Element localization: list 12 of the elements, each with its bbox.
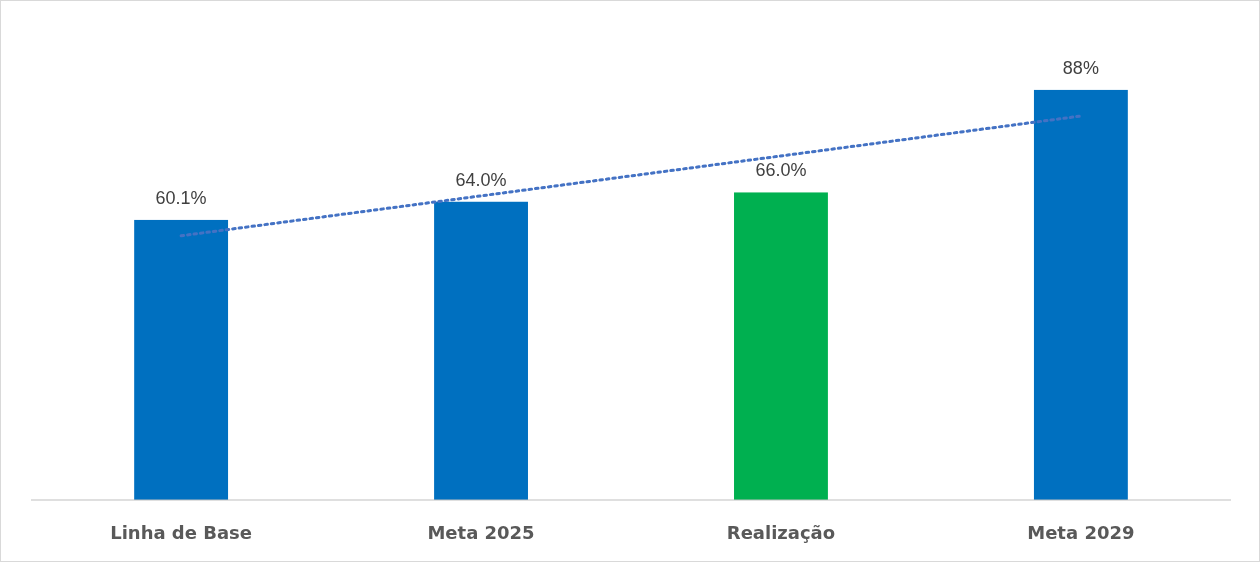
x-tick-label: Realização bbox=[726, 522, 836, 543]
data-label: 88% bbox=[1062, 57, 1099, 78]
x-tick-label: Linha de Base bbox=[110, 522, 253, 543]
x-tick-label: Meta 2025 bbox=[427, 522, 535, 543]
data-label: 64.0% bbox=[455, 169, 507, 190]
bar bbox=[734, 192, 828, 500]
x-tick-label: Meta 2029 bbox=[1027, 522, 1135, 543]
data-label: 66.0% bbox=[755, 160, 807, 181]
bar bbox=[434, 201, 528, 500]
data-label: 60.1% bbox=[155, 187, 207, 208]
bar bbox=[1033, 89, 1128, 500]
bar bbox=[134, 219, 229, 500]
